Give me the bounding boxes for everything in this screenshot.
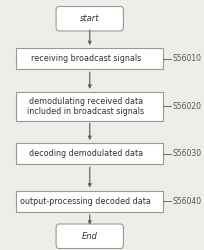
Text: S56030: S56030: [172, 149, 202, 158]
Text: start: start: [80, 14, 100, 23]
FancyBboxPatch shape: [56, 6, 123, 31]
Text: decoding demodulated data: decoding demodulated data: [29, 149, 143, 158]
FancyBboxPatch shape: [16, 190, 163, 212]
FancyBboxPatch shape: [16, 92, 163, 121]
Text: End: End: [82, 232, 98, 241]
Text: S56040: S56040: [172, 197, 202, 206]
Text: output-processing decoded data: output-processing decoded data: [20, 197, 151, 206]
FancyBboxPatch shape: [16, 48, 163, 69]
Text: demodulating received data
included in broadcast signals: demodulating received data included in b…: [27, 96, 144, 116]
FancyBboxPatch shape: [16, 143, 163, 165]
FancyBboxPatch shape: [56, 224, 123, 248]
Text: S56010: S56010: [172, 54, 201, 63]
Text: receiving broadcast signals: receiving broadcast signals: [31, 54, 141, 63]
Text: S56020: S56020: [172, 102, 201, 111]
